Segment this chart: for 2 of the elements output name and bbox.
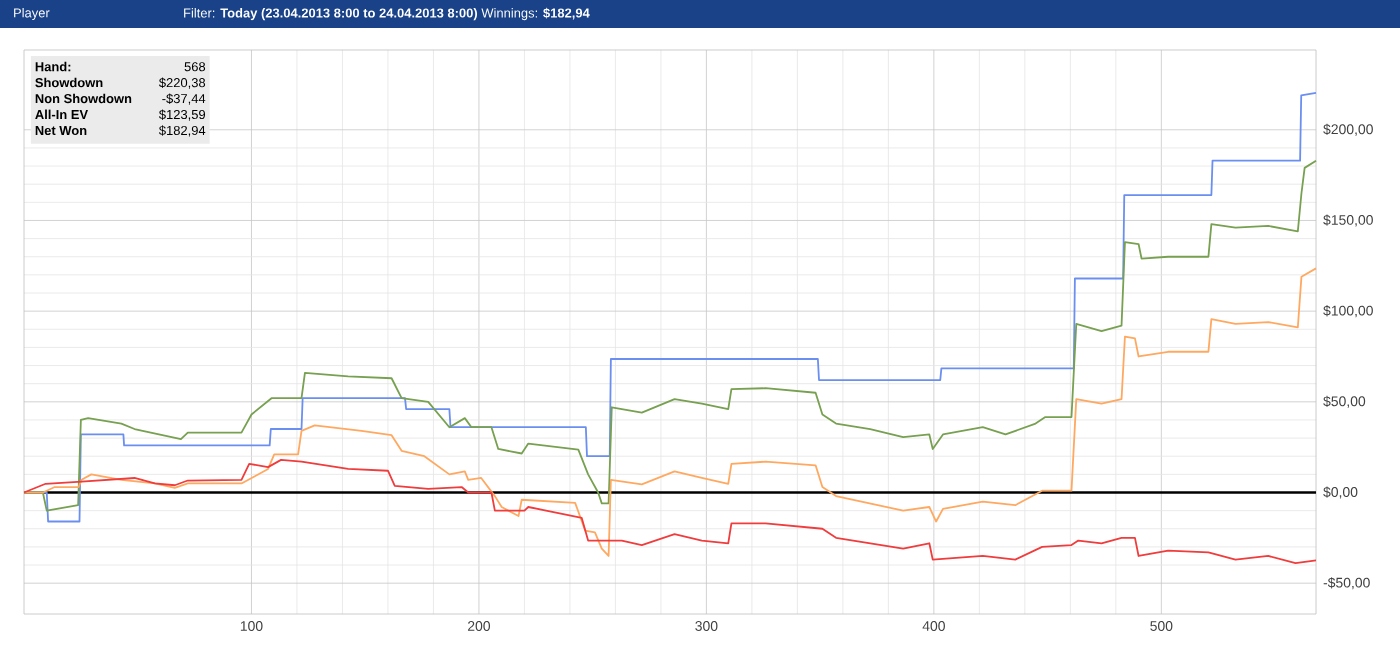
line-series [23,267,1317,557]
line-series [23,458,1317,565]
